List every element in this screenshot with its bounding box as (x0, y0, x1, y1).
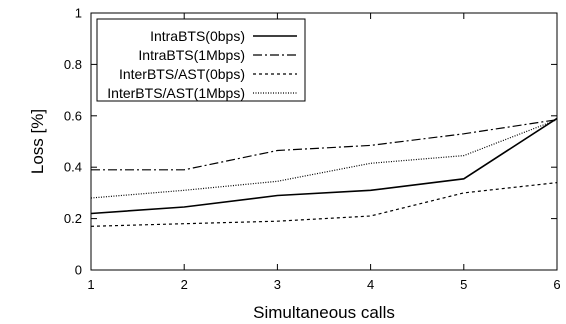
y-tick-label: 0 (75, 263, 82, 278)
y-tick-label: 0.8 (64, 57, 82, 72)
legend-label: IntraBTS(0bps) (150, 28, 245, 44)
y-tick-label: 0.6 (64, 108, 82, 123)
legend-box (96, 18, 306, 102)
ticks-layer: 0 0.2 0.4 0.6 0.8 1 1 2 3 4 5 6 (64, 6, 561, 293)
series-line-0 (90, 117, 558, 215)
x-tick-label: 2 (181, 277, 188, 292)
y-tick-label: 1 (75, 6, 82, 21)
x-tick-label: 6 (553, 277, 560, 292)
x-tick-label: 1 (87, 277, 94, 292)
y-tick-label: 0.4 (64, 160, 82, 175)
series-line-3 (90, 119, 558, 199)
series-line-2 (90, 182, 558, 227)
legend-label: IntraBTS(1Mbps) (138, 47, 245, 63)
legend: IntraBTS(0bps) IntraBTS(1Mbps) InterBTS/AS… (96, 18, 306, 102)
legend-label: InterBTS/AST(0bps) (119, 66, 245, 82)
x-tick-label: 5 (460, 277, 467, 292)
y-axis-label: Loss [%] (28, 109, 47, 174)
series-layer (90, 117, 558, 227)
x-axis-label: Simultaneous calls (253, 303, 395, 322)
series-line-1 (91, 119, 558, 171)
legend-label: InterBTS/AST(1Mbps) (107, 85, 245, 101)
x-tick-label: 3 (274, 277, 281, 292)
x-tick-label: 4 (367, 277, 374, 292)
plot-frame (90, 12, 558, 271)
y-tick-label: 0.2 (64, 211, 82, 226)
